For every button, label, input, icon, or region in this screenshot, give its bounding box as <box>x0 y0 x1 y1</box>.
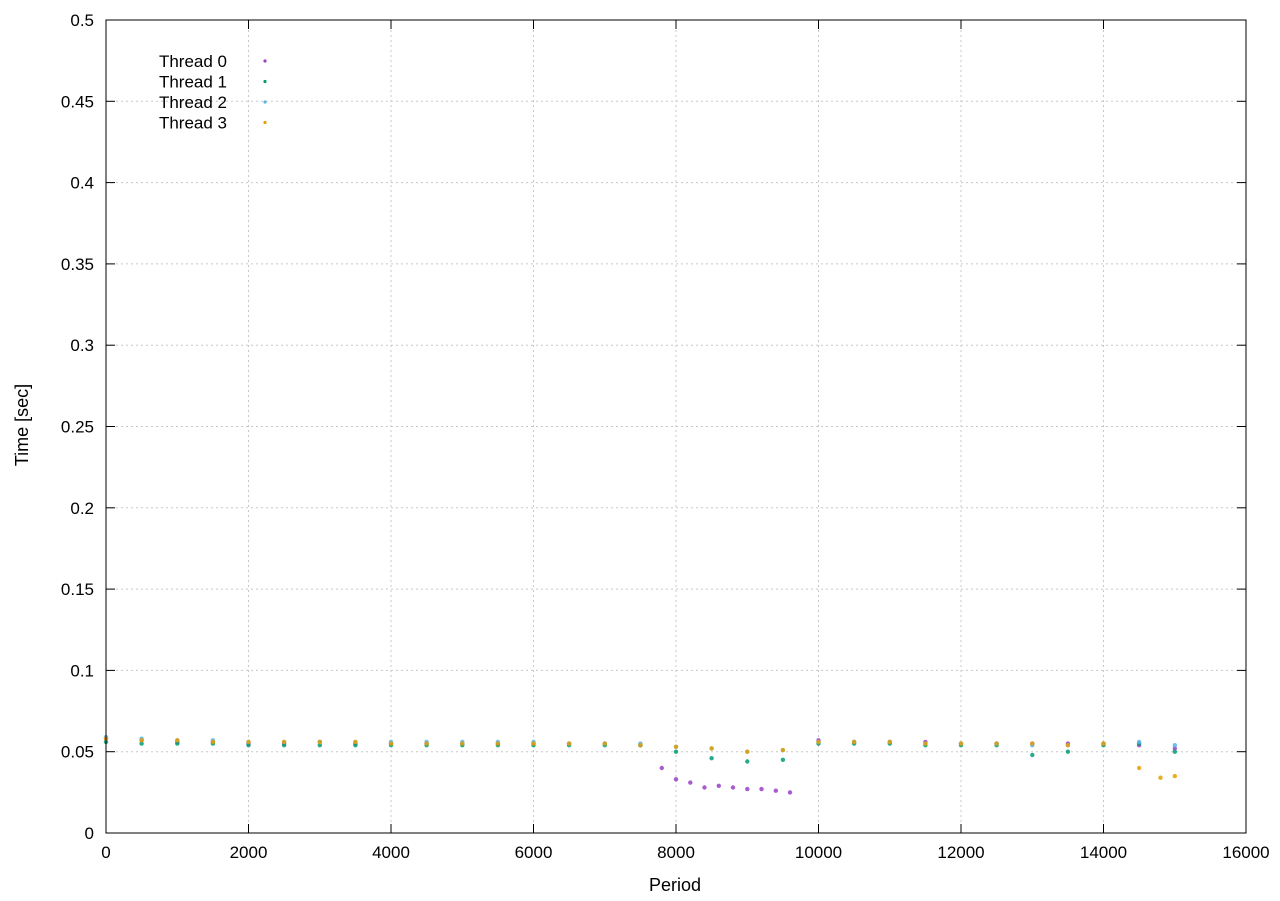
y-tick-label: 0.05 <box>61 743 94 762</box>
point-thread-0 <box>716 783 721 788</box>
y-tick-label: 0.5 <box>70 11 94 30</box>
point-thread-3 <box>602 741 607 746</box>
data-points <box>103 734 1178 795</box>
legend-label-thread-2: Thread 2 <box>159 93 227 112</box>
point-thread-3 <box>1101 741 1106 746</box>
legend-label-thread-1: Thread 1 <box>159 73 227 92</box>
legend-marker-thread-0 <box>263 59 267 63</box>
point-thread-1 <box>175 741 180 746</box>
y-tick-label: 0 <box>85 824 94 843</box>
legend-marker-thread-3 <box>263 120 267 125</box>
point-thread-3 <box>851 739 857 745</box>
point-thread-0 <box>688 780 693 785</box>
point-thread-3 <box>887 739 892 745</box>
point-thread-0 <box>730 785 736 790</box>
point-thread-1 <box>1065 749 1071 754</box>
point-thread-2 <box>1172 743 1178 748</box>
point-thread-3 <box>780 747 786 753</box>
legend-marker-thread-1 <box>263 79 267 84</box>
x-tick-label: 10000 <box>795 843 842 862</box>
point-thread-0 <box>702 785 707 790</box>
y-tick-label: 0.15 <box>61 580 94 599</box>
point-thread-3 <box>745 749 750 754</box>
point-thread-1 <box>317 743 322 748</box>
point-thread-3 <box>1158 775 1163 780</box>
legend-label-thread-3: Thread 3 <box>159 114 227 133</box>
point-thread-3 <box>566 741 572 746</box>
point-thread-3 <box>531 741 536 746</box>
point-thread-2 <box>1136 739 1142 745</box>
x-tick-label: 6000 <box>515 843 553 862</box>
y-tick-label: 0.1 <box>70 661 94 680</box>
point-thread-1 <box>780 757 786 762</box>
point-thread-1 <box>1030 752 1035 758</box>
x-tick-label: 16000 <box>1222 843 1269 862</box>
y-tick-label: 0.45 <box>61 92 94 111</box>
point-thread-0 <box>1172 746 1178 751</box>
point-thread-3 <box>210 739 216 745</box>
point-thread-1 <box>709 756 714 761</box>
x-tick-label: 12000 <box>937 843 984 862</box>
point-thread-0 <box>745 786 750 792</box>
legend-marker-thread-2 <box>263 100 267 104</box>
y-tick-label: 0.3 <box>70 336 94 355</box>
point-thread-0 <box>759 786 764 792</box>
point-thread-3 <box>175 738 180 743</box>
grid-lines <box>106 20 1246 833</box>
y-tick-label: 0.35 <box>61 255 94 274</box>
point-thread-3 <box>388 741 394 746</box>
point-thread-3 <box>495 741 501 746</box>
axis-ticks: 0 2000 4000 6000 8000 10000 12000 14000 16000 0 0.… <box>61 11 1270 862</box>
point-thread-3 <box>1030 741 1035 746</box>
point-thread-3 <box>958 741 964 746</box>
point-thread-1 <box>745 759 750 764</box>
point-thread-1 <box>1172 749 1178 754</box>
point-thread-3 <box>709 746 714 751</box>
point-thread-3 <box>139 738 144 743</box>
y-tick-label: 0.25 <box>61 418 94 437</box>
x-tick-label: 0 <box>101 843 110 862</box>
legend-label-thread-0: Thread 0 <box>159 52 227 71</box>
point-thread-3 <box>460 741 465 746</box>
y-tick-label: 0.2 <box>70 499 94 518</box>
point-thread-3 <box>994 741 999 746</box>
x-tick-label: 8000 <box>657 843 695 862</box>
point-thread-3 <box>638 743 643 748</box>
point-thread-3 <box>246 739 251 745</box>
x-axis-label: Period <box>649 875 701 895</box>
x-tick-label: 2000 <box>230 843 268 862</box>
point-thread-0 <box>659 765 664 771</box>
point-thread-1 <box>673 749 679 754</box>
point-thread-1 <box>281 743 287 748</box>
point-thread-3 <box>1172 773 1178 779</box>
point-thread-0 <box>787 790 793 795</box>
point-thread-1 <box>246 743 251 748</box>
point-thread-3 <box>281 739 287 745</box>
y-tick-label: 0.4 <box>70 174 94 193</box>
point-thread-3 <box>317 739 322 745</box>
point-thread-3 <box>1136 765 1142 771</box>
point-thread-0 <box>673 777 679 782</box>
point-thread-3 <box>673 744 679 749</box>
point-thread-1 <box>139 741 144 746</box>
point-thread-0 <box>773 788 778 793</box>
y-axis-label: Time [sec] <box>12 384 32 466</box>
x-tick-label: 4000 <box>372 843 410 862</box>
point-thread-3 <box>1065 743 1071 748</box>
point-thread-3 <box>923 741 928 746</box>
point-thread-3 <box>816 739 821 745</box>
point-thread-3 <box>353 739 358 745</box>
x-tick-label: 14000 <box>1080 843 1127 862</box>
point-thread-1 <box>353 743 358 748</box>
point-thread-3 <box>424 741 429 746</box>
